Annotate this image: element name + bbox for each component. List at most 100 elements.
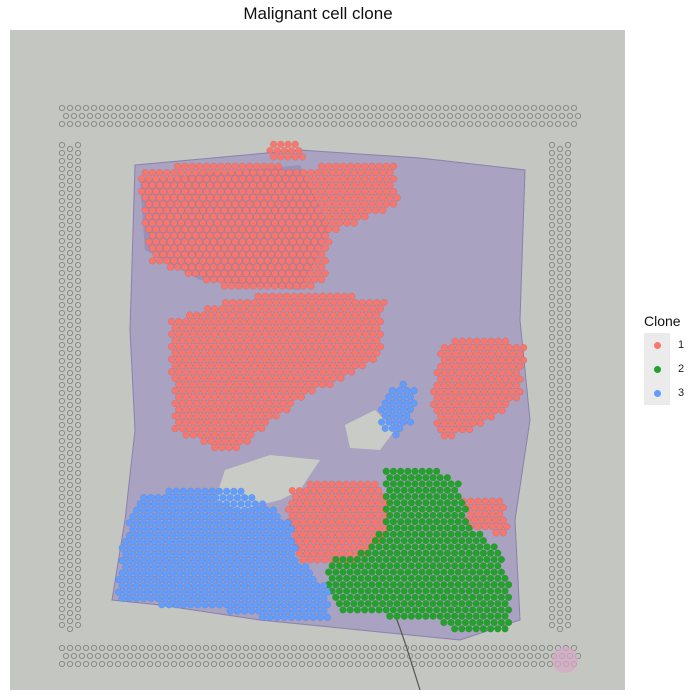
spot-clone-1 — [156, 206, 164, 215]
spot-clone-1 — [268, 393, 277, 401]
spot-clone-3 — [280, 525, 288, 533]
fiducial-spot — [478, 652, 486, 660]
spot-clone-1 — [288, 499, 296, 507]
spot-clone-2 — [465, 524, 473, 532]
fiducial-spot — [434, 660, 442, 668]
spot-clone-3 — [172, 525, 180, 533]
fiducial-spot — [198, 112, 206, 120]
spot-clone-1 — [171, 374, 179, 382]
spot-clone-3 — [284, 531, 292, 540]
fiducial-spot — [548, 349, 556, 357]
spot-clone-3 — [396, 424, 404, 433]
fiducial-spot — [564, 613, 572, 621]
spot-clone-1 — [250, 412, 259, 420]
spot-clone-1 — [213, 232, 221, 240]
spot-clone-1 — [171, 324, 179, 332]
spot-clone-1 — [307, 194, 315, 202]
spot-clone-1 — [368, 200, 376, 208]
spot-clone-1 — [351, 299, 359, 307]
spot-clone-3 — [147, 569, 155, 577]
spot-clone-1 — [195, 200, 203, 208]
spot-clone-3 — [277, 544, 285, 552]
fiducial-spot — [422, 652, 430, 660]
spot-clone-1 — [243, 387, 251, 395]
spot-clone-1 — [236, 311, 244, 319]
spot-clone-2 — [382, 543, 390, 551]
spot-clone-1 — [222, 336, 230, 345]
spot-clone-1 — [355, 343, 363, 351]
spot-clone-1 — [213, 194, 221, 202]
spot-clone-1 — [470, 516, 479, 524]
fiducial-spot — [370, 660, 378, 668]
fiducial-spot — [306, 120, 314, 128]
spot-clone-3 — [122, 588, 130, 596]
spot-clone-1 — [455, 407, 463, 415]
spot-clone-1 — [328, 518, 336, 526]
spot-clone-1 — [222, 349, 230, 357]
spot-clone-1 — [333, 355, 341, 363]
spot-clone-2 — [451, 486, 459, 494]
fiducial-spot — [556, 577, 564, 585]
spot-clone-3 — [244, 563, 252, 571]
spot-clone-1 — [444, 413, 452, 421]
spot-clone-1 — [303, 213, 311, 221]
fiducial-spot — [74, 333, 82, 341]
spot-clone-1 — [211, 317, 219, 326]
spot-clone-2 — [411, 568, 419, 576]
spot-clone-1 — [458, 337, 467, 345]
fiducial-spot — [398, 112, 406, 120]
spot-clone-2 — [429, 574, 437, 583]
fiducial-spot — [564, 405, 572, 413]
fiducial-spot — [346, 644, 354, 652]
fiducial-spot — [564, 205, 572, 213]
spot-clone-1 — [246, 276, 254, 284]
spot-clone-2 — [404, 543, 412, 551]
spot-clone-1 — [448, 407, 456, 415]
spot-clone-1 — [177, 232, 185, 240]
spot-clone-1 — [170, 194, 178, 202]
fiducial-spot — [558, 112, 566, 120]
spot-clone-2 — [454, 606, 462, 614]
spot-clone-3 — [208, 538, 216, 546]
fiducial-spot — [362, 120, 370, 128]
spot-clone-1 — [290, 330, 298, 338]
spot-clone-3 — [158, 563, 166, 571]
spot-clone-1 — [304, 305, 313, 313]
fiducial-spot — [566, 112, 574, 120]
fiducial-spot — [514, 660, 522, 668]
spot-clone-1 — [181, 187, 189, 196]
spot-clone-1 — [247, 305, 255, 313]
spot-clone-2 — [429, 511, 437, 520]
spot-clone-1 — [265, 336, 273, 345]
spot-clone-3 — [179, 563, 188, 571]
spot-clone-3 — [223, 575, 231, 584]
spot-clone-1 — [340, 368, 349, 376]
spot-clone-3 — [136, 550, 144, 558]
spot-clone-2 — [379, 574, 387, 583]
spot-clone-1 — [225, 380, 233, 389]
spot-clone-1 — [328, 169, 337, 177]
fiducial-spot — [66, 201, 74, 209]
spot-clone-1 — [361, 187, 369, 196]
spot-clone-1 — [331, 537, 340, 545]
spot-clone-1 — [168, 343, 176, 351]
fiducial-spot — [548, 269, 556, 277]
spot-clone-3 — [230, 601, 238, 609]
spot-clone-1 — [276, 305, 284, 313]
spot-clone-1 — [238, 162, 247, 170]
spot-clone-1 — [240, 393, 248, 401]
spot-clone-1 — [433, 381, 441, 390]
fiducial-spot — [498, 644, 506, 652]
fiducial-spot — [538, 644, 546, 652]
spot-clone-3 — [212, 582, 220, 590]
fiducial-spot — [562, 104, 570, 112]
spot-clone-1 — [448, 432, 456, 440]
fiducial-spot — [564, 253, 572, 261]
spot-clone-1 — [202, 250, 211, 259]
spot-clone-3 — [154, 582, 162, 590]
spot-clone-1 — [331, 524, 340, 533]
fiducial-spot — [370, 644, 378, 652]
spot-clone-2 — [411, 530, 419, 538]
spot-clone-1 — [235, 181, 243, 189]
fiducial-spot — [556, 521, 564, 529]
